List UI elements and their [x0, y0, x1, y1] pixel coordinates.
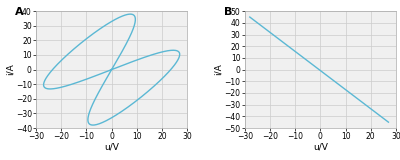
Y-axis label: i/A: i/A	[214, 64, 223, 76]
Text: A: A	[15, 7, 24, 16]
X-axis label: u/V: u/V	[104, 143, 119, 152]
Y-axis label: i/A: i/A	[5, 64, 14, 76]
X-axis label: u/V: u/V	[313, 143, 328, 152]
Text: B: B	[224, 7, 232, 16]
